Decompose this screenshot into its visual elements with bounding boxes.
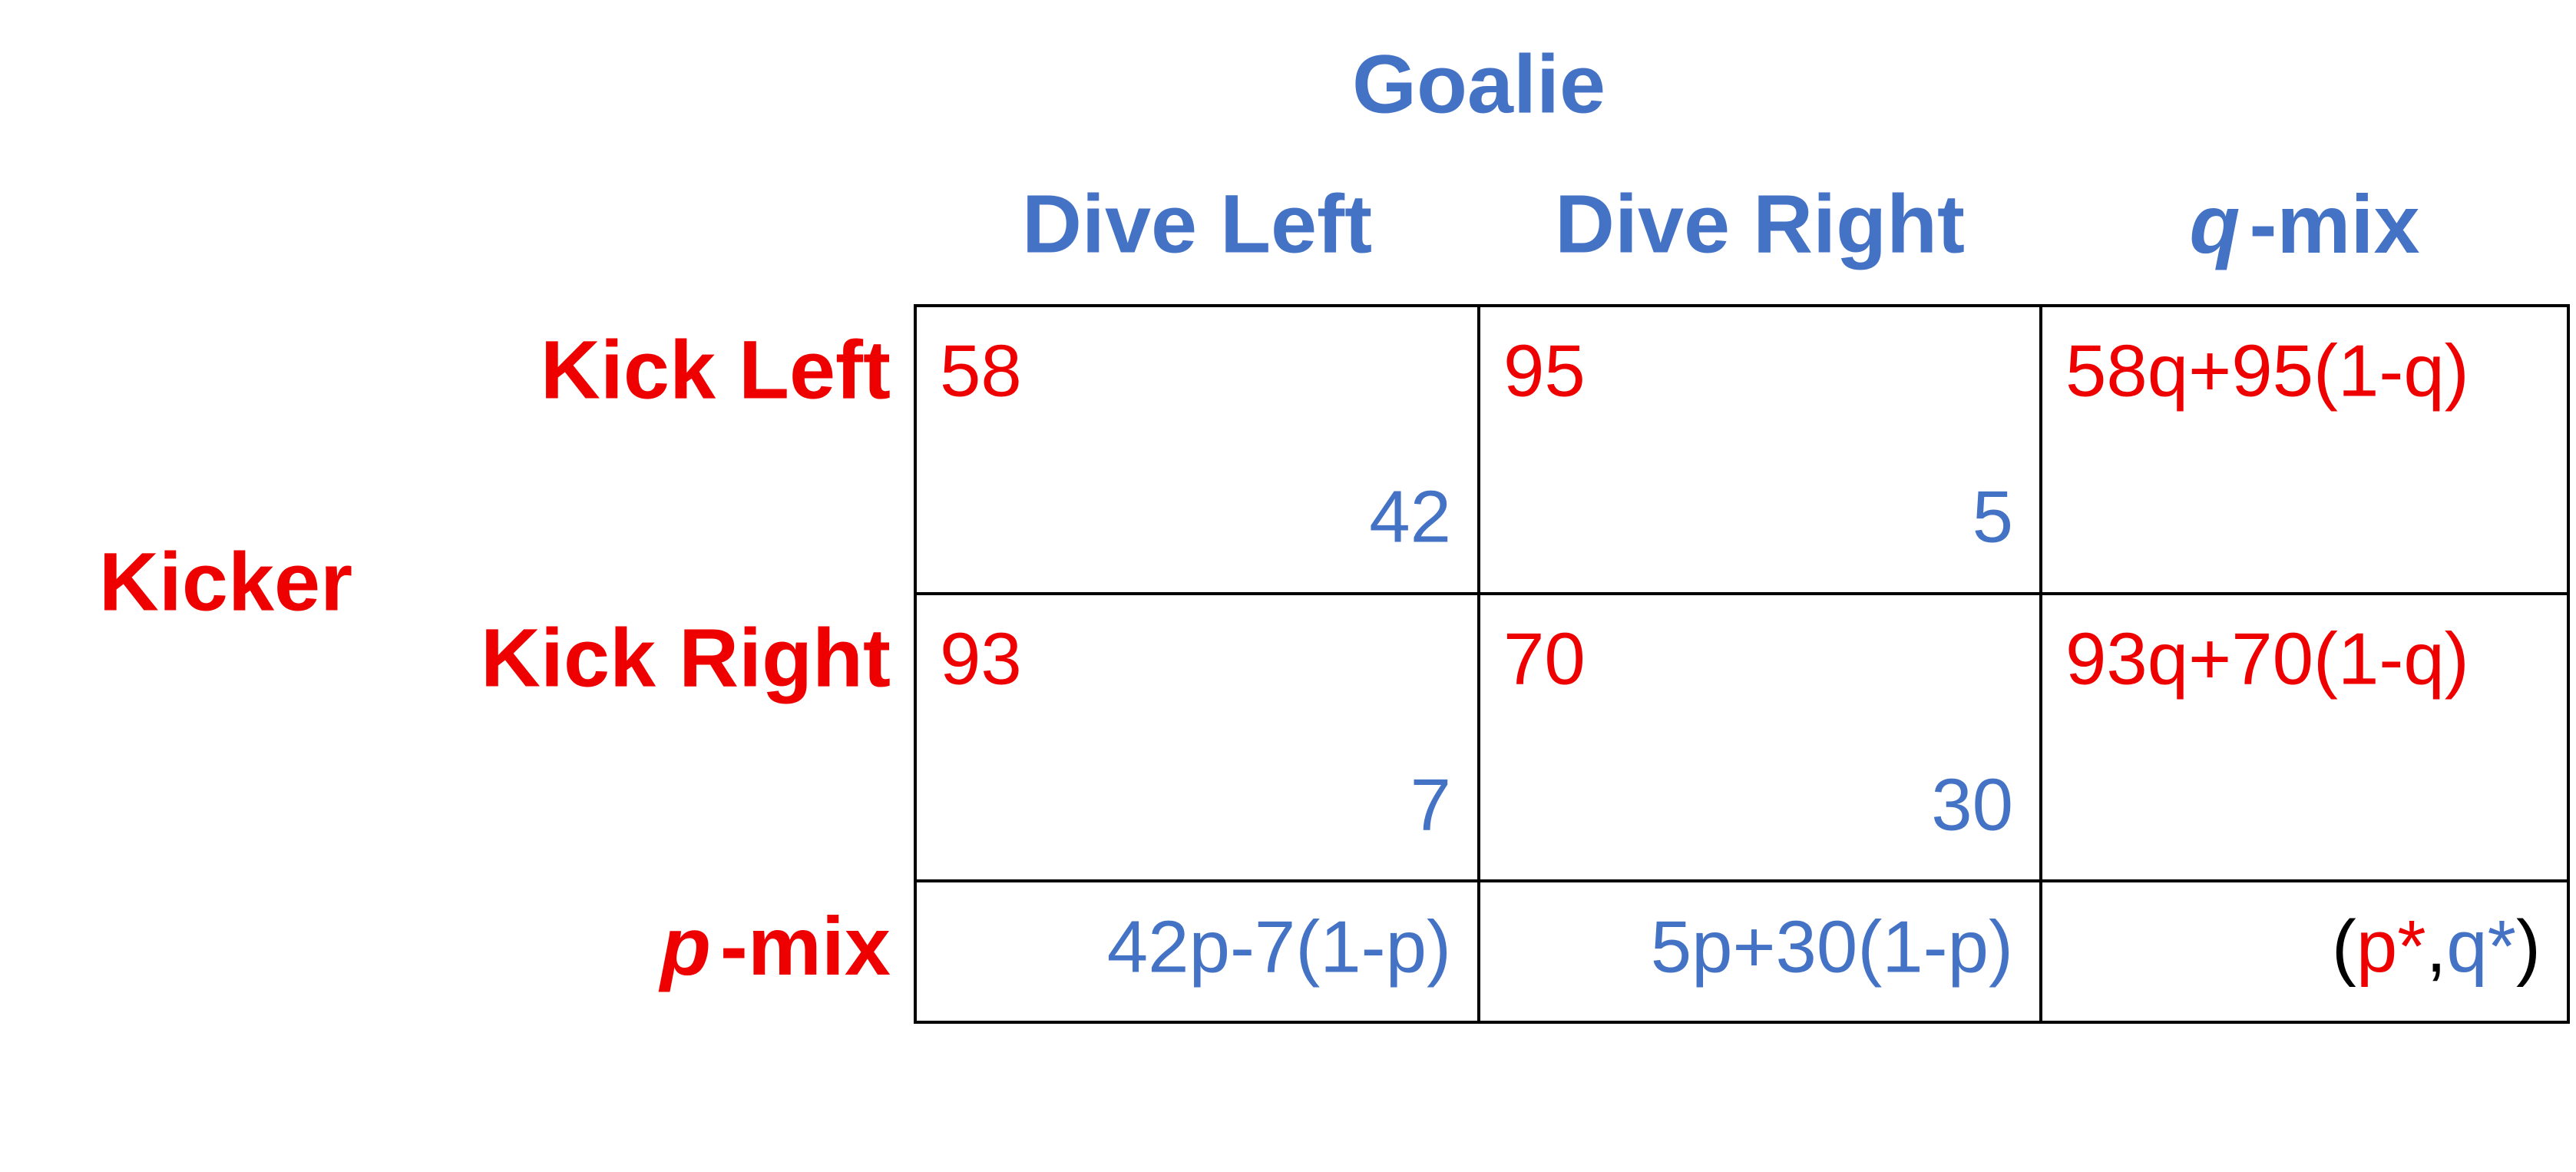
mix-variable: q <box>2189 177 2240 270</box>
goalie-payoff: 7 <box>1410 763 1451 846</box>
column-header: Dive Right <box>1555 177 1965 270</box>
row-header: Kick Left <box>541 323 891 416</box>
equilibrium-part: p* <box>2356 905 2426 988</box>
kicker-payoff: 95 <box>1503 329 1586 412</box>
column-header: Dive Left <box>1022 177 1372 270</box>
equilibrium-part: , <box>2426 905 2447 988</box>
row-header: Kick Right <box>481 611 891 704</box>
goalie-payoff: 30 <box>1931 763 2013 846</box>
table-grid <box>914 304 2570 1024</box>
kicker-payoff: 58 <box>940 329 1022 412</box>
goalie-payoff: 42 <box>1369 475 1451 558</box>
mix-payoff: 42p-7(1-p) <box>1107 905 1451 988</box>
column-header: q -mix <box>2189 177 2419 270</box>
goalie-payoff: 5 <box>1973 475 2013 558</box>
row-header: p -mix <box>658 899 891 992</box>
mix-suffix: -mix <box>2249 177 2419 270</box>
player-title: Kicker <box>99 535 352 628</box>
mix-payoff: 58q+95(1-q) <box>2065 329 2469 412</box>
mix-suffix: -mix <box>720 899 891 992</box>
mix-payoff: 5p+30(1-p) <box>1651 905 2013 988</box>
equilibrium-part: ) <box>2516 905 2541 988</box>
mix-payoff: 93q+70(1-q) <box>2065 617 2469 700</box>
table-border <box>914 304 2570 1024</box>
equilibrium-part: q* <box>2446 905 2516 988</box>
kicker-payoff: 70 <box>1503 617 1586 700</box>
player-title: Goalie <box>1352 38 1605 131</box>
mix-variable: p <box>658 899 711 992</box>
kicker-payoff: 93 <box>940 617 1022 700</box>
equilibrium: (p*,q*) <box>2332 905 2541 988</box>
equilibrium-part: ( <box>2332 905 2356 988</box>
